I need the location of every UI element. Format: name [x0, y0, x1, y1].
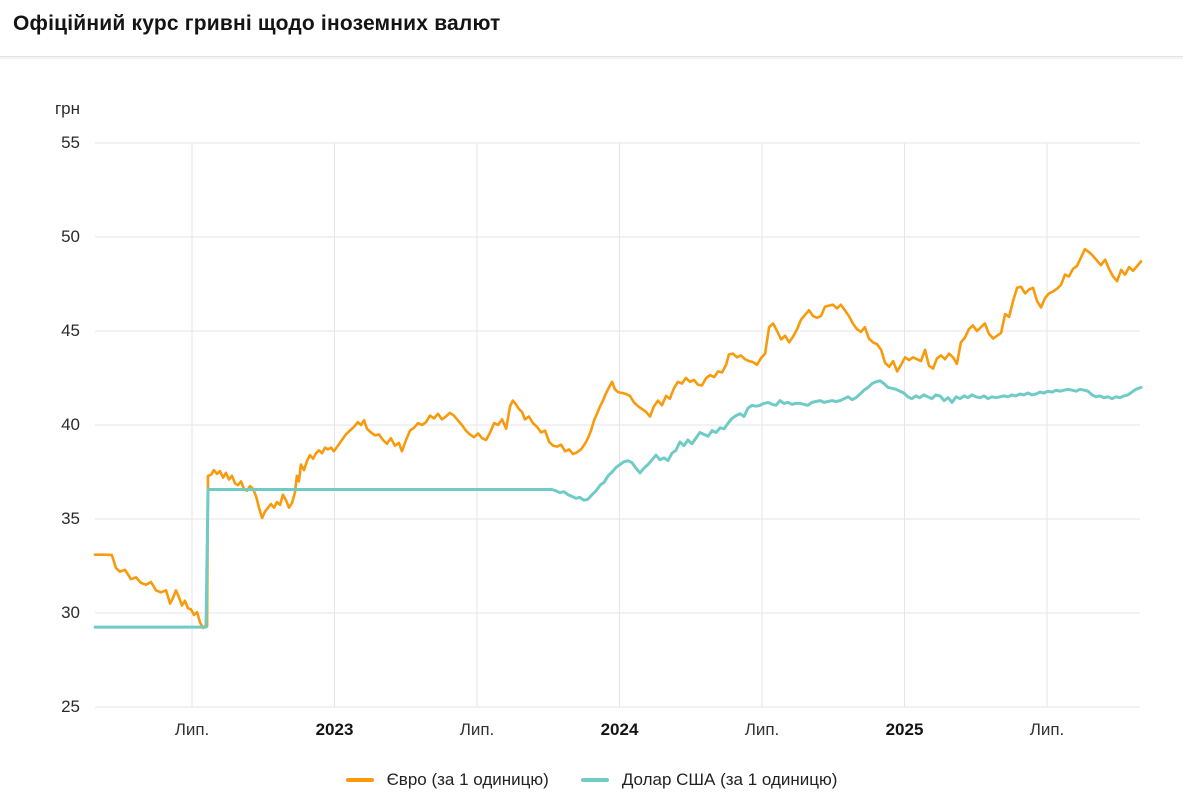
x-tick-label: 2023: [315, 720, 354, 739]
y-axis-unit-label: грн: [54, 99, 80, 118]
y-tick-label: 55: [61, 133, 80, 152]
legend-item-usd[interactable]: Долар США (за 1 одиницю): [580, 770, 838, 790]
x-tick-label: Лип.: [1029, 720, 1065, 739]
chart-legend: Євро (за 1 одиницю) Долар США (за 1 один…: [0, 770, 1183, 790]
header-divider: [0, 56, 1183, 57]
chart-series-lines: [93, 247, 1143, 630]
legend-label-usd: Долар США (за 1 одиницю): [621, 770, 838, 789]
y-tick-label: 45: [61, 321, 80, 340]
y-tick-label: 40: [61, 415, 80, 434]
usd-line: [93, 379, 1143, 629]
x-tick-label: Лип.: [459, 720, 495, 739]
y-tick-label: 50: [61, 227, 80, 246]
chart-title: Офіційний курс гривні щодо іноземних вал…: [13, 12, 501, 35]
x-tick-label: Лип.: [744, 720, 780, 739]
y-tick-label: 30: [61, 603, 80, 622]
legend-label-euro: Євро (за 1 одиницю): [386, 770, 549, 789]
y-tick-label: 25: [61, 697, 80, 716]
euro-line-swatch: [345, 778, 374, 782]
y-tick-label: 35: [61, 509, 80, 528]
legend-item-euro[interactable]: Євро (за 1 одиницю): [345, 770, 549, 790]
x-tick-label: 2024: [600, 720, 639, 739]
x-tick-label: 2025: [885, 720, 924, 739]
euro-line: [93, 247, 1143, 630]
exchange-rate-line-chart: [93, 142, 1143, 708]
x-tick-label: Лип.: [174, 720, 210, 739]
chart-gridlines: [95, 142, 1140, 708]
usd-line-swatch: [580, 778, 609, 782]
header-divider-shadow: [0, 57, 1183, 59]
